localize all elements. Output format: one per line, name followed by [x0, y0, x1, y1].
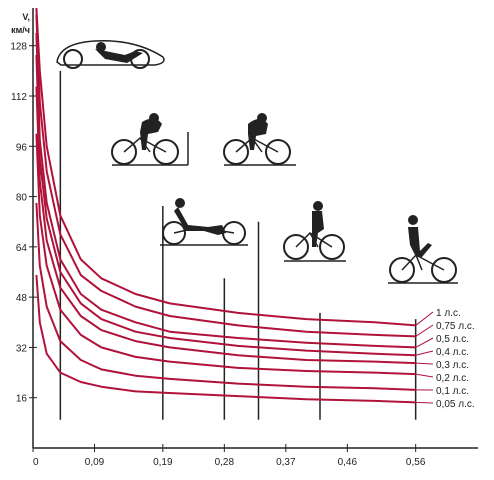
series-line [35, 7, 416, 327]
y-tick-label: 16 [16, 394, 28, 405]
y-tick-label: 32 [16, 343, 28, 354]
legend-leader [415, 350, 434, 356]
touring-bicycle-icon [283, 201, 346, 262]
axes: V, км/ч [11, 8, 478, 449]
series-line [35, 202, 416, 391]
legend-leader [415, 324, 434, 337]
legend-label: 0,2 л.с. [436, 373, 469, 384]
legend: 1 л.с. 0,75 л.с. 0,5 л.с. 0,4 л.с. 0,3 л.с. 0… [415, 308, 475, 410]
racing-bicycle-icon [223, 113, 296, 166]
legend-label: 0,5 л.с. [436, 334, 469, 345]
legend-label: 0,1 л.с. [436, 386, 469, 397]
series-line [35, 55, 416, 357]
legend-label: 1 л.с. [436, 308, 461, 319]
y-tick-label: 128 [10, 42, 27, 53]
x-tick-label: 0,28 [215, 457, 235, 468]
series-line [35, 86, 416, 365]
legend-label: 0,3 л.с. [436, 360, 469, 371]
x-tick-label: 0,37 [276, 457, 296, 468]
y-tick-label: 80 [16, 193, 28, 204]
series-line [35, 275, 416, 404]
x-ticks: 0 0,09 0,19 0,28 0,37 0,46 0,56 [32, 444, 426, 468]
series-line [35, 14, 416, 338]
legend-leader [415, 337, 434, 348]
streamliner-icon [56, 40, 165, 69]
x-tick-label: 0,09 [85, 457, 105, 468]
legend-leader [415, 311, 434, 326]
y-axis-label-unit: км/ч [11, 25, 30, 35]
series-line [35, 33, 416, 349]
x-tick-label: 0 [33, 457, 39, 468]
recumbent-bicycle-icon [160, 198, 248, 246]
legend-leader [415, 401, 434, 404]
y-tick-label: 64 [16, 243, 28, 254]
series-line [35, 133, 416, 376]
y-tick-label: 112 [11, 92, 27, 103]
legend-leader [415, 373, 434, 378]
x-tick-label: 0,19 [153, 457, 173, 468]
legend-label: 0,75 л.с. [436, 321, 475, 332]
city-bicycle-icon [388, 215, 458, 284]
x-tick-label: 0,56 [406, 457, 426, 468]
racing-bicycle-fairing-icon [111, 113, 189, 166]
vehicle-markers [59, 70, 417, 420]
legend-label: 0,05 л.с. [436, 399, 475, 410]
y-tick-label: 96 [16, 142, 28, 153]
x-tick-label: 0,46 [338, 457, 358, 468]
legend-leader [415, 362, 434, 365]
y-tick-label: 48 [16, 293, 28, 304]
series-lines [35, 7, 416, 404]
y-ticks: 16 32 48 64 80 96 112 128 [10, 42, 37, 405]
legend-label: 0,4 л.с. [436, 347, 469, 358]
y-axis-label-v: V, [22, 12, 30, 22]
